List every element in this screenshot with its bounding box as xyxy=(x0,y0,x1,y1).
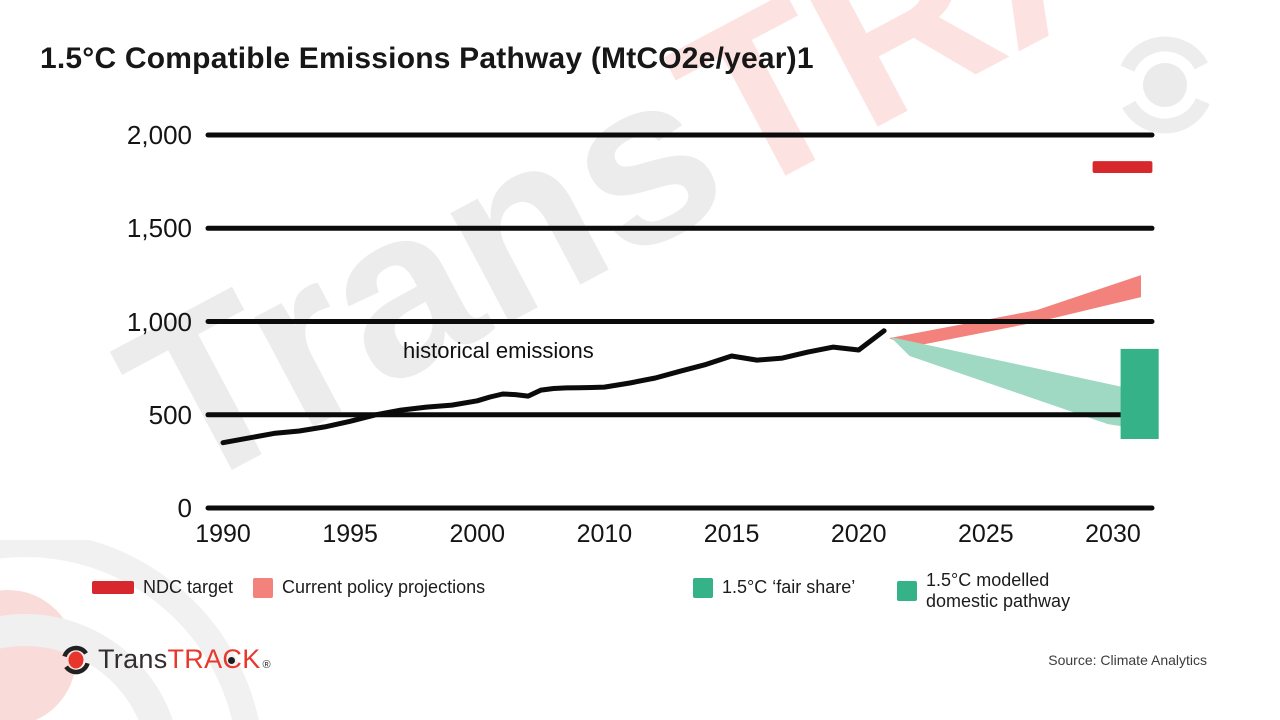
current-policy-band xyxy=(889,275,1141,348)
logo-wordmark: TransTRACK xyxy=(98,643,261,675)
y-axis-label-1,500: 1,500 xyxy=(126,213,192,244)
x-axis-label-2020: 2020 xyxy=(830,520,887,548)
legend-label: 1.5°C modelled domestic pathway xyxy=(926,570,1071,612)
x-axis-label-2030: 2030 xyxy=(1085,520,1141,548)
legend-swatch xyxy=(92,581,134,595)
x-axis-label-2015: 2015 xyxy=(703,520,760,548)
legend-item-4: 1.5°C modelled domestic pathway xyxy=(897,570,1070,612)
y-axis-label-500: 500 xyxy=(148,399,192,430)
y-axis-label-2,000: 2,000 xyxy=(126,120,192,150)
legend-label: NDC target xyxy=(143,577,234,597)
historical-emissions-annotation: historical emissions xyxy=(403,338,594,363)
transtrack-logo-icon xyxy=(61,645,91,675)
logo-red-dot xyxy=(68,651,84,669)
x-axis-label-1995: 1995 xyxy=(322,520,378,548)
logo-shutter-arcs xyxy=(61,645,91,675)
logo-c-shutter-dot xyxy=(228,657,235,664)
legend-item-1: NDC target xyxy=(92,577,233,598)
y-axis-label-1,000: 1,000 xyxy=(126,306,192,337)
x-axis-label-1990: 1990 xyxy=(195,520,251,548)
historical-emissions-line xyxy=(220,328,887,446)
legend-label: Current policy projections xyxy=(282,577,486,597)
page-title: 1.5°C Compatible Emissions Pathway (MtCO… xyxy=(40,42,814,75)
logo-text-trans: Trans xyxy=(98,644,168,674)
legend-swatch xyxy=(693,577,713,598)
fair-share-band xyxy=(890,337,1146,430)
legend-swatch xyxy=(253,577,273,598)
logo-text-track: TRACK xyxy=(167,644,261,674)
registered-mark: ® xyxy=(262,659,271,671)
source-attribution: Source: Climate Analytics xyxy=(1048,652,1207,668)
transtrack-logo: TransTRACK ® xyxy=(60,643,271,675)
legend-item-3: 1.5°C ‘fair share’ xyxy=(693,577,855,598)
x-axis-label-2025: 2025 xyxy=(958,520,1014,548)
y-axis-label-0: 0 xyxy=(177,493,192,523)
legend-label: 1.5°C ‘fair share’ xyxy=(722,577,856,597)
legend-swatch xyxy=(897,581,917,602)
x-axis-label-2000: 2000 xyxy=(449,520,506,548)
x-axis-label-2010: 2010 xyxy=(576,520,633,548)
domestic-pathway-bar xyxy=(1120,348,1159,439)
ndc-target-bar xyxy=(1092,161,1153,173)
legend-item-2: Current policy projections xyxy=(253,577,485,598)
